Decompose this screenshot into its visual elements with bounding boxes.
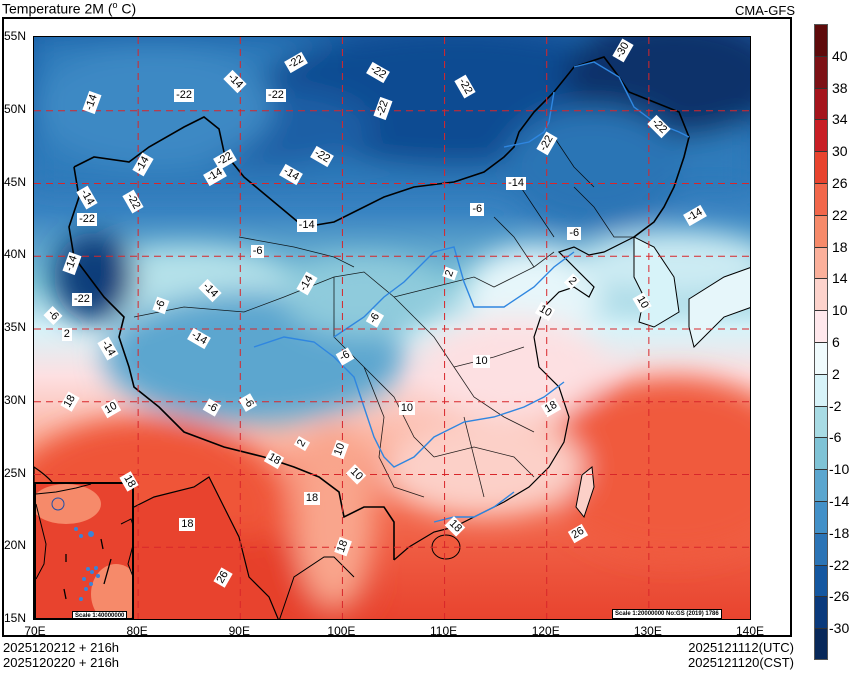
- lon-tick-label: 130E: [633, 624, 662, 638]
- colorbar-tick-label: 18: [832, 238, 848, 255]
- lon-tick-label: 120E: [531, 624, 560, 638]
- contour-label: -22: [174, 89, 194, 103]
- contour-label: -22: [266, 89, 286, 103]
- colorbar-tick-label: 30: [832, 143, 848, 160]
- colorbar-segment: [814, 469, 828, 501]
- colorbar-segment: [814, 55, 828, 88]
- contour-label: -6: [250, 244, 265, 258]
- colorbar-segment: [814, 278, 828, 311]
- colorbar-tick-label: 22: [832, 206, 848, 223]
- colorbar-segment: [814, 564, 828, 597]
- colorbar-segment: [814, 183, 828, 215]
- valid-time-cst: 2025121120(CST): [688, 655, 794, 670]
- lon-tick-label: 100E: [327, 624, 356, 638]
- colorbar-segment: [814, 596, 828, 629]
- lon-tick-label: 80E: [126, 624, 148, 638]
- colorbar-tick-label: 38: [832, 79, 848, 96]
- lon-tick-label: 110E: [429, 624, 458, 638]
- lat-tick-label: 30N: [4, 392, 27, 407]
- colorbar-segment: [814, 437, 828, 470]
- lat-tick-label: 25N: [4, 465, 27, 480]
- colorbar-segment: [814, 310, 828, 342]
- colorbar-tick-label: 40: [832, 47, 848, 64]
- colorbar-tick-label: 6: [832, 334, 840, 350]
- colorbar-tick-label: -2: [829, 397, 842, 414]
- colorbar-tick-label: -10: [829, 461, 850, 478]
- contour-label: -6: [470, 202, 485, 216]
- init-time-utc: 2025120212 + 216h: [3, 640, 120, 655]
- colorbar-segment: [814, 246, 828, 279]
- contour-label: -22: [77, 212, 97, 226]
- colorbar-tick-label: 14: [832, 270, 848, 287]
- contour-label: -14: [296, 218, 317, 232]
- colorbar-tick-label: 26: [832, 175, 848, 191]
- init-time-cst: 2025120220 + 216h: [3, 655, 120, 670]
- contour-label: 18: [303, 492, 321, 506]
- lat-tick-label: 40N: [4, 247, 27, 262]
- lat-tick-label: 15N: [4, 611, 27, 625]
- colorbar-segment: [814, 24, 828, 56]
- model-source-label: CMA-GFS: [735, 3, 795, 18]
- colorbar-segment: [814, 373, 828, 406]
- lat-tick-label: 45N: [4, 174, 27, 189]
- colorbar-tick-label: -30: [829, 620, 850, 637]
- lon-tick-label: 140E: [735, 624, 765, 638]
- colorbar-tick-label: -18: [829, 524, 850, 541]
- lat-tick-label: 50N: [4, 101, 27, 116]
- colorbar-tick-label: -14: [829, 493, 850, 509]
- contour-label: -22: [71, 292, 92, 306]
- contour-label: -14: [506, 176, 526, 190]
- map-field: [34, 37, 750, 619]
- colorbar-tick-label: 34: [832, 111, 848, 128]
- temperature-map: Scale 1:40000000 Scale 1:20000000 No:GS …: [33, 36, 751, 620]
- contour-label: 18: [179, 518, 196, 532]
- south-china-sea-inset: Scale 1:40000000: [34, 482, 134, 619]
- lat-tick-label: 35N: [4, 320, 27, 334]
- lat-tick-label: 55N: [4, 29, 27, 43]
- valid-time-utc: 2025121112(UTC): [688, 640, 794, 655]
- plot-frame: [2, 17, 792, 637]
- contour-label: 2: [61, 327, 72, 341]
- contour-label: -6: [567, 227, 582, 241]
- colorbar-segment: [814, 532, 828, 565]
- colorbar-segment: [814, 501, 828, 533]
- lat-tick-label: 20N: [4, 538, 27, 553]
- colorbar-segment: [814, 342, 828, 374]
- colorbar-segment: [814, 119, 828, 152]
- contour-label: 10: [473, 355, 490, 369]
- lon-tick-label: 90E: [228, 624, 250, 638]
- colorbar-tick-label: -6: [829, 429, 842, 446]
- colorbar-tick-label: 10: [832, 302, 848, 319]
- colorbar-segment: [814, 405, 828, 438]
- colorbar-segment: [814, 628, 828, 660]
- colorbar-tick-label: -26: [829, 588, 850, 605]
- lon-tick-label: 70E: [24, 624, 46, 638]
- inset-scale-label: Scale 1:40000000: [72, 611, 128, 618]
- map-scale-label: Scale 1:20000000 No:GS (2019) 1786: [612, 609, 722, 619]
- colorbar-segment: [814, 214, 828, 247]
- contour-label: 10: [398, 402, 416, 416]
- colorbar-tick-label: 2: [832, 365, 840, 382]
- colorbar-segment: [814, 87, 828, 120]
- colorbar-segment: [814, 151, 828, 183]
- chart-title: Temperature 2M (o C): [2, 0, 137, 17]
- colorbar-tick-label: -22: [829, 556, 850, 573]
